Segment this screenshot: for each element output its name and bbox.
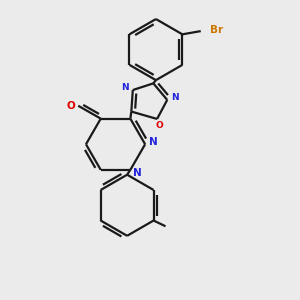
Text: N: N [133,168,142,178]
Text: N: N [171,93,179,102]
Text: O: O [67,101,76,111]
Text: Br: Br [210,25,224,35]
Text: N: N [149,137,158,147]
Text: O: O [155,121,163,130]
Text: N: N [121,83,129,92]
